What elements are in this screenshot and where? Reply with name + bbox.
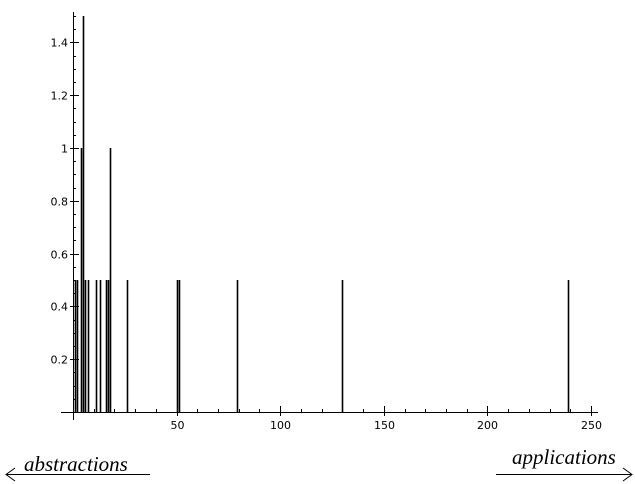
y-tick-label: 1.4 — [51, 37, 69, 50]
x-tick-label: 200 — [477, 419, 498, 432]
x-tick-label: 250 — [581, 419, 602, 432]
axes-group — [61, 12, 598, 420]
ticks-group: 50 100 150 200 250 0.2 0.4 0.6 0.8 1 1.2 1.4 — [51, 16, 602, 432]
y-tick-label: 0.6 — [51, 249, 69, 262]
y-tick-label: 1 — [61, 143, 68, 156]
applications-label: applications — [512, 445, 616, 469]
y-tick-label: 1.2 — [51, 90, 69, 103]
y-tick-label: 0.8 — [51, 196, 69, 209]
abstractions-label: abstractions — [24, 452, 128, 476]
x-tick-label: 100 — [270, 419, 291, 432]
left-arrow — [5, 467, 150, 482]
x-tick-label: 50 — [171, 419, 185, 432]
right-arrow — [496, 467, 633, 482]
y-tick-label: 0.4 — [51, 301, 69, 314]
y-tick-label: 0.2 — [51, 354, 69, 367]
bars-group — [74, 16, 570, 412]
x-tick-label: 150 — [374, 419, 395, 432]
